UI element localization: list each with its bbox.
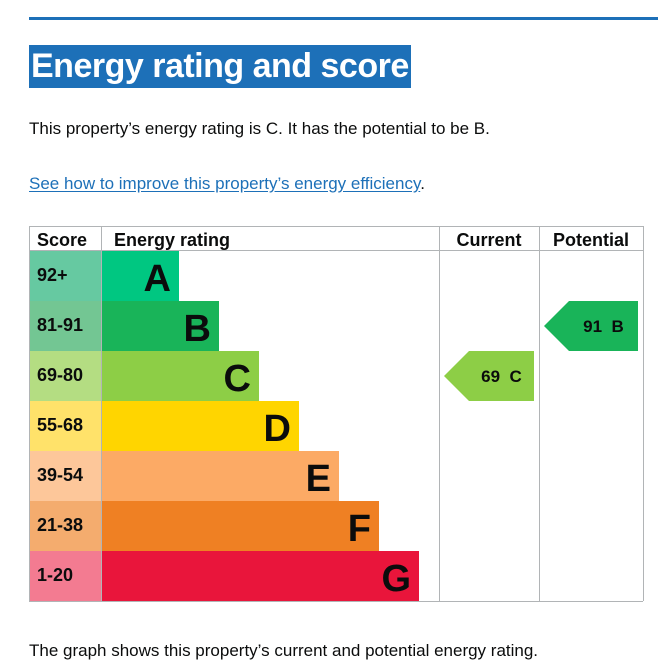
rating-letter-d: D [264,408,291,450]
chart-caption: The graph shows this property’s current … [29,641,539,660]
rating-bar-f [101,501,379,551]
top-rule [29,17,658,20]
link-suffix: . [420,174,425,193]
score-cell-e [29,451,101,501]
rating-letter-b: B [184,308,211,350]
score-cell-c [29,351,101,401]
rating-letter-a: A [144,258,171,300]
rating-bar-a [101,251,179,301]
rating-letter-e: E [306,458,331,500]
score-range-c: 69-80 [37,365,83,385]
score-range-e: 39-54 [37,465,83,485]
current-rating-label: 69 C [481,367,522,386]
rating-letter-f: F [348,508,371,550]
rating-bar-e [101,451,339,501]
header-energy-rating: Energy rating [114,230,230,250]
score-range-b: 81-91 [37,315,83,335]
score-cell-d [29,401,101,451]
score-cell-b [29,301,101,351]
score-cell-g [29,551,101,601]
page-title: Energy rating and score [29,45,411,88]
improve-link-line: See how to improve this property’s energ… [29,172,425,196]
score-range-f: 21-38 [37,515,83,535]
rating-summary: This property’s energy rating is C. It h… [29,119,490,138]
header-score: Score [37,230,87,250]
rating-bar-d [101,401,299,451]
rating-bar-g [101,551,419,601]
score-cell-a [29,251,101,301]
rating-bar-b [101,301,219,351]
score-cell-f [29,501,101,551]
header-potential: Potential [553,230,629,250]
potential-rating-arrow [544,301,638,351]
score-range-a: 92+ [37,265,68,285]
potential-rating-label: 91 B [583,317,624,336]
improve-efficiency-link[interactable]: See how to improve this property’s energ… [29,174,421,193]
score-range-d: 55-68 [37,415,83,435]
rating-letter-c: C [224,358,251,400]
rating-bar-c [101,351,259,401]
score-range-g: 1-20 [37,565,73,585]
header-current: Current [456,230,521,250]
current-rating-arrow [444,351,534,401]
rating-letter-g: G [381,558,411,600]
